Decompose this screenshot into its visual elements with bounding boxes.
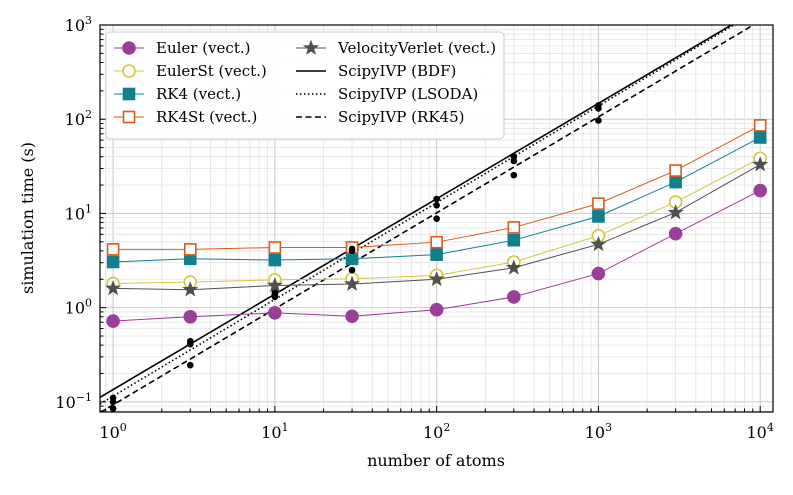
scatter-points [109,102,602,412]
data-point [753,183,767,198]
data-point [430,235,443,249]
data-point [507,221,521,234]
x-tick-label: 102 [423,421,450,442]
data-point [592,197,605,210]
scatter-point [595,117,602,124]
x-tick-label: 101 [261,421,288,442]
x-axis-label: number of atoms [367,451,505,470]
legend-label: RK4St (vect.) [156,108,257,126]
x-tick-label: 104 [747,421,774,442]
data-point [667,204,684,220]
data-point [669,175,682,189]
scatter-point [510,171,518,179]
data-point [106,243,120,256]
legend: Euler (vect.) EulerSt (vect.) RK4 (vect.) R… [105,31,505,140]
data-point [105,279,122,296]
data-point [106,314,120,328]
data-point [668,226,683,241]
legend-label: RK4 (vect.) [156,85,241,103]
legend-marker [122,64,136,78]
scatter-point [109,394,117,402]
data-point [182,281,199,297]
data-point [183,243,197,256]
scatter-point [595,102,602,109]
legend-label: Euler (vect.) [156,39,250,57]
legend-label: ScipyIVP (BDF) [338,62,456,80]
scatter-point [271,289,279,297]
legend-marker [302,39,320,55]
data-point [429,302,444,317]
data-point [345,309,359,324]
data-point [345,252,359,266]
scatter-point [433,195,440,203]
data-point [752,156,769,172]
data-point [507,290,521,304]
data-point [753,131,767,144]
scatter-point [348,266,356,274]
scatter-point [433,201,440,209]
legend-label: ScipyIVP (LSODA) [338,85,478,103]
legend-label: EulerSt (vect.) [156,62,267,80]
data-point [428,270,445,287]
data-point [266,276,283,293]
data-point [268,306,282,320]
data-point [268,253,282,267]
data-point [591,266,606,281]
data-point [753,119,767,132]
data-point [505,259,522,275]
data-point [268,241,282,254]
y-tick-label: 102 [65,108,92,129]
axis-ticks: 100 101 102 103 104 10−1 100 101 102 103 [55,14,773,442]
scatter-point [186,337,194,345]
data-point [183,309,198,324]
data-point [507,233,521,247]
x-tick-label: 103 [585,421,612,442]
scatter-point [433,215,440,222]
legend-label: VelocityVerlet (vect.) [337,39,496,57]
y-tick-label: 100 [65,297,92,318]
y-tick-label: 10−1 [55,391,92,412]
fit-line [100,25,755,412]
y-axis-label: simulation time (s) [18,142,37,294]
legend-marker [122,87,136,101]
legend-label: ScipyIVP (RK45) [338,108,464,126]
data-point [106,255,120,269]
legend-marker [122,110,136,124]
y-tick-label: 101 [65,202,92,223]
y-tick-label: 103 [65,14,92,35]
data-point [430,248,443,261]
legend-marker [122,41,136,55]
data-point [592,210,605,223]
series-group [105,119,769,328]
legend-box [105,31,505,140]
data-point [669,164,682,177]
scatter-point [348,245,356,253]
data-point [590,235,607,252]
scatter-point [510,153,518,160]
data-point [344,275,361,291]
x-tick-label: 100 [99,421,126,442]
scatter-point [186,361,194,369]
